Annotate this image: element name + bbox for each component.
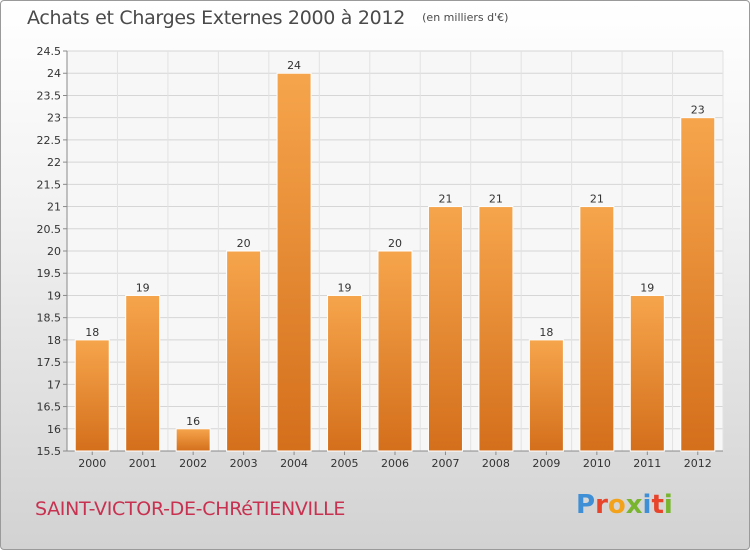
x-tick-label-2001: 2001 [129, 457, 157, 470]
x-tick-label-2012: 2012 [684, 457, 712, 470]
data-label-2000: 18 [85, 326, 99, 339]
bar-2012 [680, 117, 716, 452]
logo-letter: P [576, 490, 596, 520]
proxiti-logo[interactable]: Proxiti [576, 490, 673, 520]
data-label-2011: 19 [640, 281, 654, 294]
y-tick-label: 18 [47, 334, 61, 347]
data-label-2009: 18 [539, 326, 553, 339]
x-tick-label-2003: 2003 [230, 457, 258, 470]
chart-unit: (en milliers d'€) [422, 11, 509, 24]
bar-2011 [629, 294, 665, 452]
logo-letter: t [651, 490, 664, 520]
y-tick-label: 20 [47, 245, 61, 258]
y-tick-label: 17.5 [37, 356, 62, 369]
y-tick-label: 16.5 [37, 401, 62, 414]
y-tick-label: 21.5 [37, 178, 62, 191]
data-label-2012: 23 [691, 104, 705, 117]
x-tick-label-2002: 2002 [179, 457, 207, 470]
y-tick-label: 22 [47, 156, 61, 169]
bar-2000 [74, 339, 110, 452]
bar-2003 [226, 250, 262, 452]
x-tick-label-2005: 2005 [331, 457, 359, 470]
logo-letter: i [642, 490, 652, 520]
data-label-2001: 19 [136, 281, 150, 294]
chart-title: Achats et Charges Externes 2000 à 2012 [27, 7, 406, 29]
x-tick-label-2008: 2008 [482, 457, 510, 470]
data-label-2008: 21 [489, 193, 503, 206]
x-tick-label-2000: 2000 [78, 457, 106, 470]
y-tick-label: 23.5 [37, 89, 62, 102]
y-tick-label: 22.5 [37, 134, 62, 147]
y-tick-label: 17 [47, 378, 61, 391]
bar-2006 [377, 250, 413, 452]
y-tick-label: 19 [47, 289, 61, 302]
bar-2005 [327, 294, 363, 452]
x-tick-label-2010: 2010 [583, 457, 611, 470]
bar-2009 [528, 339, 564, 452]
x-tick-label-2011: 2011 [633, 457, 661, 470]
data-label-2004: 24 [287, 59, 301, 72]
bar-2008 [478, 206, 514, 452]
y-tick-label: 21 [47, 201, 61, 214]
bars [74, 72, 716, 452]
logo-letter: o [607, 490, 626, 520]
y-tick-label: 20.5 [37, 223, 62, 236]
data-label-2005: 19 [338, 281, 352, 294]
bar-2002 [175, 428, 211, 452]
bar-2010 [579, 206, 615, 452]
data-label-2010: 21 [590, 193, 604, 206]
y-tick-label: 24.5 [37, 45, 62, 58]
logo-letter: x [625, 490, 643, 520]
title-row: Achats et Charges Externes 2000 à 2012 (… [27, 7, 508, 29]
logo-letter: i [663, 490, 673, 520]
y-tick-label: 16 [47, 423, 61, 436]
y-tick-label: 23 [47, 112, 61, 125]
y-tick-label: 18.5 [37, 312, 62, 325]
bar-2001 [125, 294, 161, 452]
data-label-2006: 20 [388, 237, 402, 250]
data-label-2002: 16 [186, 415, 200, 428]
bar-2004 [276, 72, 312, 452]
data-label-2003: 20 [237, 237, 251, 250]
x-tick-label-2004: 2004 [280, 457, 308, 470]
x-tick-label-2006: 2006 [381, 457, 409, 470]
x-tick-label-2009: 2009 [532, 457, 560, 470]
x-tick-label-2007: 2007 [431, 457, 459, 470]
y-tick-label: 15.5 [37, 445, 62, 458]
data-label-2007: 21 [438, 193, 452, 206]
logo-letter: r [595, 490, 608, 520]
bar-2007 [427, 206, 463, 452]
labels: 18 19 16 20 24 19 20 21 21 18 21 19 23 [85, 59, 705, 428]
y-tick-label: 19.5 [37, 267, 62, 280]
place-name: SAINT-VICTOR-DE-CHRéTIENVILLE [35, 498, 346, 520]
y-tick-label: 24 [47, 67, 61, 80]
